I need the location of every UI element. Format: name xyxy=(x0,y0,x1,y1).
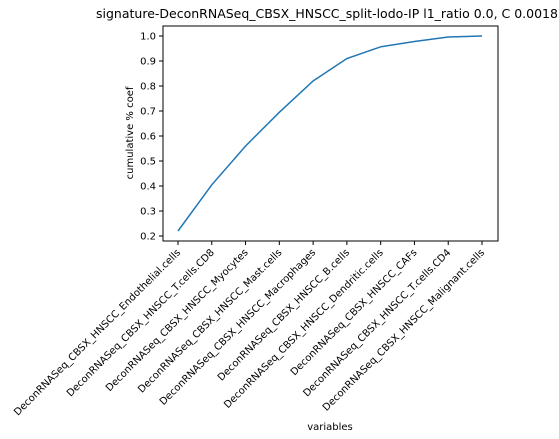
x-tick-label: DeconRNASeq_CBSX_HNSCC_Dendritic.cells xyxy=(222,247,386,411)
series-line-group xyxy=(177,35,483,232)
x-tick-label: DeconRNASeq_CBSX_HNSCC_Macrophages xyxy=(158,247,318,407)
chart-title: signature-DeconRNASeq_CBSX_HNSCC_split-l… xyxy=(96,6,558,21)
series-line xyxy=(177,35,483,232)
y-tick-label: 0.7 xyxy=(140,107,156,118)
x-axis-label: variables xyxy=(307,422,353,433)
plot-area xyxy=(162,25,499,242)
y-tick-label: 0.9 xyxy=(140,57,156,68)
x-axis: DeconRNASeq_CBSX_HNSCC_Endothelial.cells… xyxy=(12,241,487,418)
x-tick-label: DeconRNASeq_CBSX_HNSCC_CAFs xyxy=(289,247,420,378)
y-tick-label: 0.4 xyxy=(140,182,156,193)
y-axis: 0.2 0.3 0.4 0.5 0.6 0.7 0.8 0.9 1.0 xyxy=(140,32,163,243)
x-tick-label: DeconRNASeq_CBSX_HNSCC_Malignant.cells xyxy=(321,247,487,413)
y-tick-label: 0.8 xyxy=(140,82,156,93)
y-tick-label: 0.6 xyxy=(140,132,156,143)
y-tick-label: 0.5 xyxy=(140,157,156,168)
y-axis-label: cumulative % coef xyxy=(125,86,136,179)
y-tick-label: 0.2 xyxy=(140,232,156,243)
y-tick-label: 1.0 xyxy=(140,32,156,43)
y-tick-label: 0.3 xyxy=(140,207,156,218)
